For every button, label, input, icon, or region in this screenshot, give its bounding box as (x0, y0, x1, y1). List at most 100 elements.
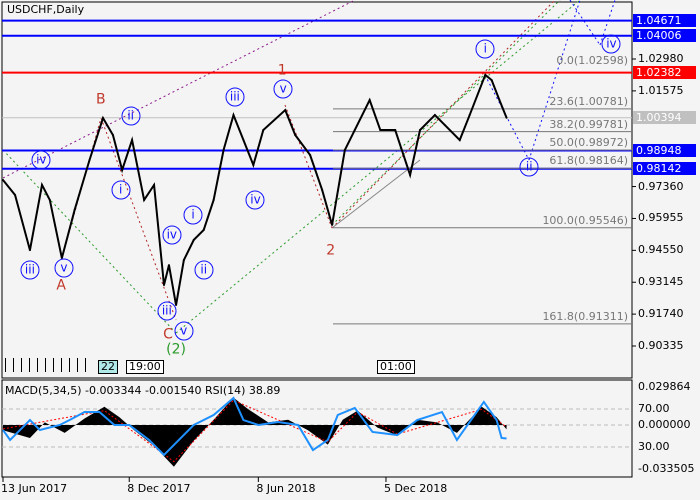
price-point (41, 183, 44, 186)
wave-label: (2) (166, 341, 186, 358)
fib-level-label: 50.0(0.98972) (549, 135, 628, 149)
wave-label: iii (20, 260, 40, 280)
rsi-30-tick: 30.00 (638, 440, 670, 453)
x-tick-label: 8 Jun 2018 (256, 482, 316, 495)
price-point (73, 208, 76, 211)
price-point (232, 114, 235, 117)
red-wave-line (331, 0, 556, 229)
price-point (102, 117, 104, 120)
macd-signal-line (2, 399, 507, 463)
price-point (331, 223, 334, 226)
wave-label: iv (162, 225, 182, 245)
trendlines (2, 0, 616, 334)
price-point (409, 173, 412, 176)
green-wave-line (331, 0, 561, 226)
wave-label: 2 (326, 242, 336, 259)
gray-trend-line (331, 159, 421, 229)
price-point (505, 116, 508, 119)
wave-label: v (174, 321, 194, 341)
price-point (143, 198, 146, 201)
price-level-label: 0.98142 (633, 162, 696, 176)
price-point (433, 114, 436, 117)
x-tick-label: 8 Dec 2017 (127, 482, 191, 495)
wave-label: B (96, 91, 106, 108)
price-point (131, 139, 134, 142)
wave-label: v (54, 258, 74, 278)
fib-level-label: 38.2(0.99781) (549, 117, 628, 131)
fib-level-label: 61.8(0.98164) (549, 154, 628, 168)
wave-label: ii (519, 157, 539, 177)
chart-title: USDCHF,Daily (7, 3, 85, 16)
green-wave-line (175, 0, 581, 334)
price-point (2, 178, 4, 181)
macd-zero-tick: 0.000000 (638, 418, 691, 431)
price-point (202, 228, 205, 231)
fib-level-label: 100.0(0.95546) (542, 213, 628, 227)
y-tick-label: 1.02980 (638, 52, 684, 65)
price-point (242, 139, 245, 142)
price-point (222, 149, 225, 152)
price-point (294, 134, 297, 137)
y-tick-label: 0.97360 (638, 179, 684, 193)
y-tick-label: 0.95955 (638, 211, 684, 225)
green-wave-line (2, 149, 177, 334)
y-tick-label: 0.91740 (638, 307, 684, 321)
y-tick-label: 0.90335 (638, 339, 684, 352)
price-point (353, 129, 356, 132)
fib-level-label: 23.6(1.00781) (549, 94, 628, 108)
price-point (153, 183, 156, 186)
price-level-label: 0.98948 (633, 144, 696, 157)
wave-label: i (183, 205, 203, 225)
price-point (419, 129, 422, 132)
wave-label: C (163, 326, 173, 343)
price-point (309, 154, 312, 157)
price-point (458, 139, 461, 142)
price-point (443, 124, 446, 127)
price-point (14, 193, 17, 196)
price-point (212, 198, 215, 201)
price-point (162, 284, 165, 287)
y-tick-label: 1.01575 (638, 83, 684, 97)
price-point (394, 129, 397, 132)
rsi-70-tick: 70.00 (638, 402, 670, 415)
projection-line (484, 74, 530, 161)
price-point (182, 259, 185, 262)
wave-label: ii (121, 106, 141, 126)
wave-label: iv (31, 150, 51, 170)
wave-label: 1 (277, 62, 287, 79)
fib-level-label: 0.0(1.02598) (556, 53, 628, 67)
wave-label: v (273, 79, 293, 99)
price-point (490, 79, 493, 82)
red-wave-line (100, 117, 177, 321)
price-line (2, 73, 508, 306)
price-point (192, 238, 195, 241)
price-point (284, 109, 287, 112)
wave-label: iii (157, 301, 177, 321)
time-marker-right: 01:00 (377, 360, 415, 374)
price-point (175, 304, 178, 307)
y-tick-label: 0.93145 (638, 275, 684, 289)
price-point (343, 149, 346, 152)
red-wave-line (284, 104, 333, 229)
price-point (121, 168, 124, 171)
x-tick-label: 13 Jun 2017 (1, 482, 68, 495)
price-pane-frame (1, 1, 633, 379)
price-point (321, 188, 324, 191)
indicator-pane-frame (1, 379, 633, 478)
time-marker-left: 19:00 (126, 360, 164, 374)
separator-ticks (5, 358, 93, 372)
price-point (28, 249, 31, 252)
price-level-label: 1.04671 (633, 14, 696, 28)
price-point (484, 73, 487, 76)
fib-level-label: 161.8(0.91311) (542, 309, 628, 323)
price-point (262, 129, 265, 132)
macd-min-tick: -0.033505 (638, 462, 695, 475)
price-level-label: 1.04006 (633, 29, 696, 43)
wave-label: i (111, 180, 131, 200)
wave-label: A (56, 277, 66, 294)
price-level-label: 1.02382 (633, 66, 696, 80)
wave-label: iv (601, 34, 621, 54)
y-tick-label: 0.94550 (638, 243, 684, 257)
price-point (88, 159, 91, 162)
